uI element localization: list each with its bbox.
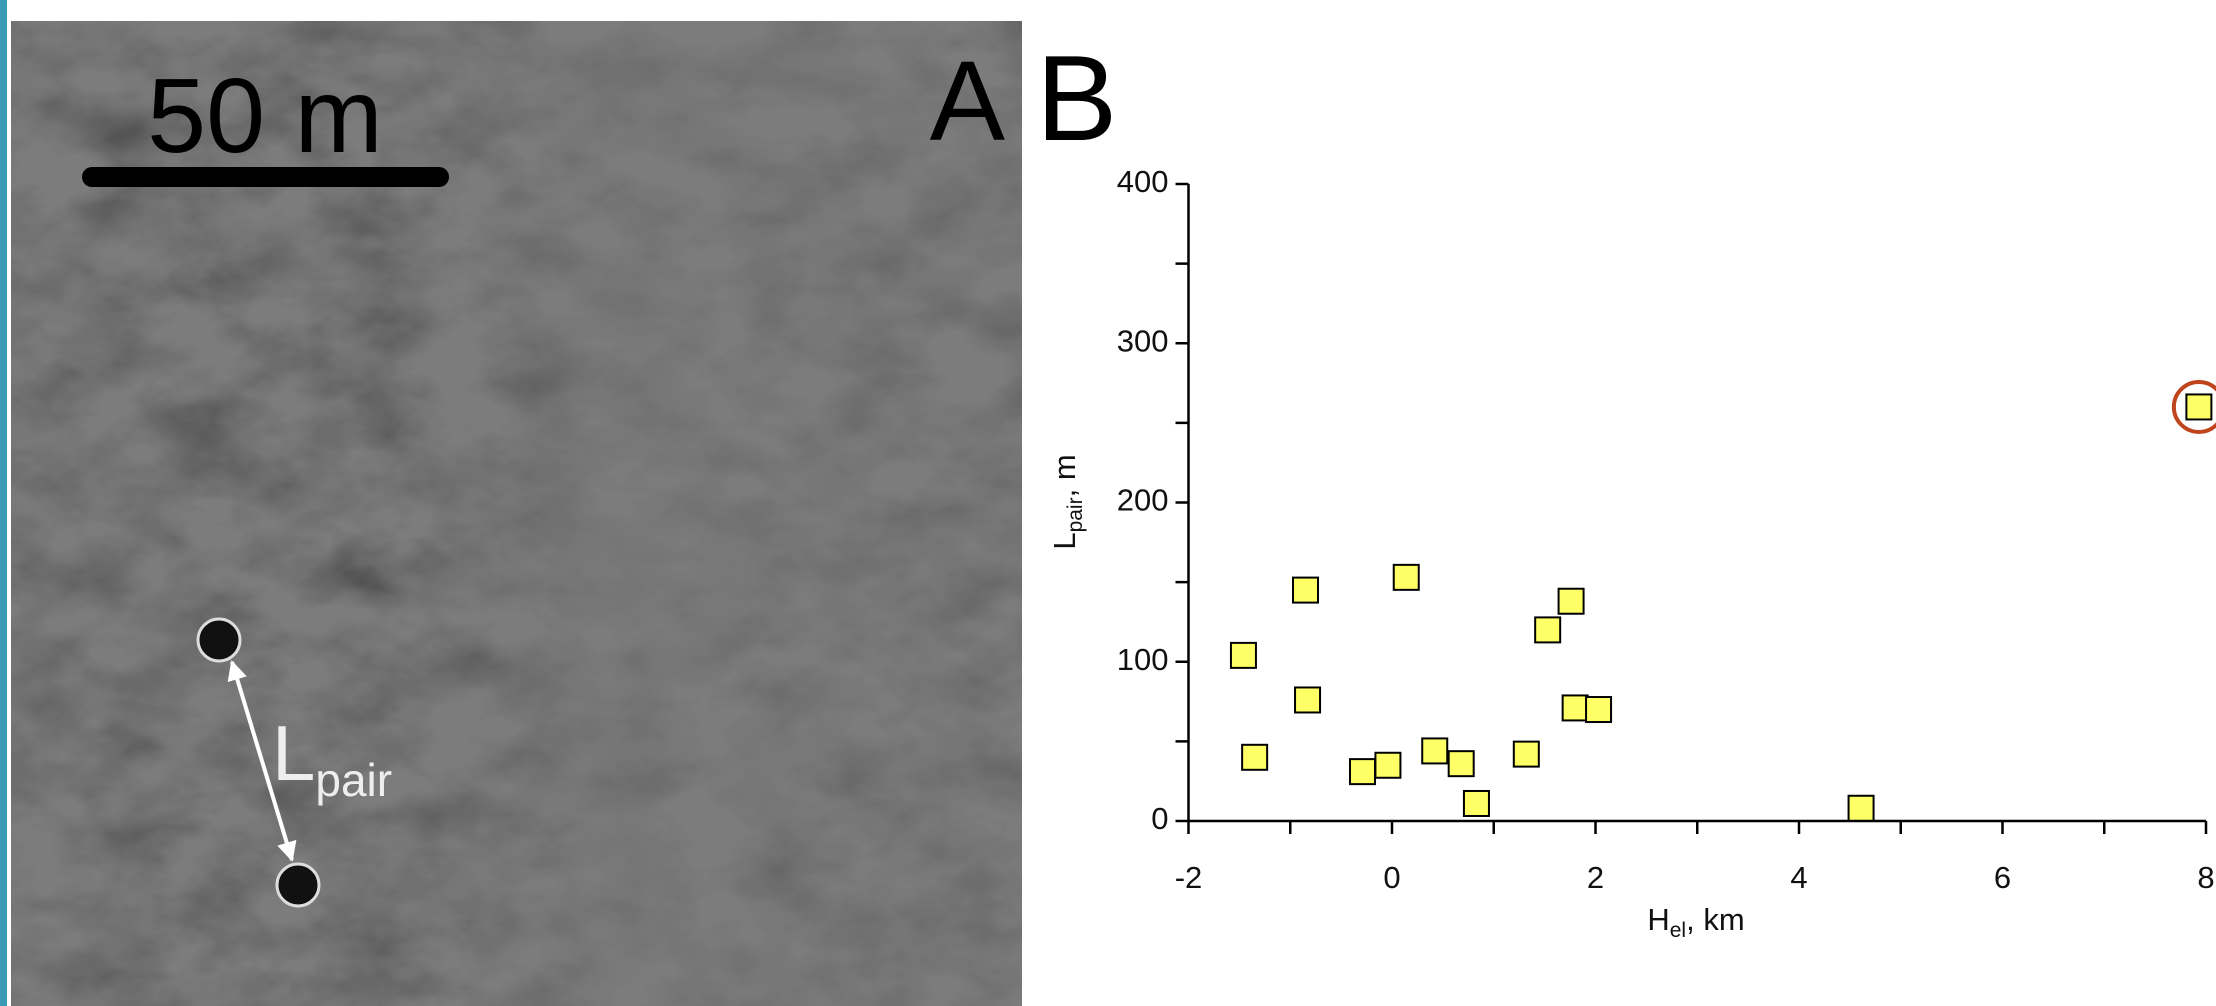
y-label-sub: pair — [1064, 497, 1087, 532]
x-label-rest: , km — [1686, 902, 1745, 937]
point — [1421, 737, 1449, 765]
scale-bar — [82, 167, 449, 187]
scale-label: 50 m — [147, 57, 383, 175]
point — [1229, 641, 1257, 669]
photo-panel: 50 m A Lpair — [11, 21, 1022, 1006]
x-tick-label: 4 — [1790, 860, 1807, 895]
point — [1534, 616, 1562, 644]
point — [1847, 794, 1875, 822]
y-label-rest: , m — [1047, 454, 1082, 497]
x-label-main: H — [1647, 902, 1669, 937]
point — [1392, 563, 1420, 591]
point — [1447, 750, 1475, 778]
y-axis-label: Lpair, m — [1047, 454, 1087, 549]
annotation: Lpair — [272, 709, 392, 806]
x-axis-label: Hel, km — [1647, 902, 1744, 942]
point — [1241, 743, 1269, 771]
pit-marker — [275, 862, 321, 908]
annotation-main: L — [272, 709, 315, 797]
x-tick-label: 2 — [1587, 860, 1604, 895]
point — [2185, 393, 2213, 421]
edge-bar — [0, 0, 7, 1006]
y-tick-label: 300 — [1117, 323, 1169, 358]
point — [1512, 740, 1540, 768]
point — [1292, 576, 1320, 604]
y-tick-label: 0 — [1151, 801, 1168, 836]
point — [1557, 587, 1585, 615]
point — [1374, 751, 1402, 779]
x-label-sub: el — [1670, 919, 1686, 942]
panel-label: B — [1036, 30, 1117, 166]
pit-marker — [196, 617, 242, 663]
x-tick-label: 0 — [1383, 860, 1400, 895]
y-tick-label: 400 — [1117, 164, 1169, 199]
point — [1561, 694, 1589, 722]
y-label-main: L — [1047, 532, 1082, 549]
point — [1348, 758, 1376, 786]
point — [1462, 789, 1490, 817]
x-tick-label: -2 — [1175, 860, 1203, 895]
x-tick-label: 6 — [1994, 860, 2011, 895]
point — [1294, 686, 1322, 714]
y-tick-label: 100 — [1117, 642, 1169, 677]
highlight-ring — [2171, 379, 2216, 434]
annotation-sub: pair — [315, 754, 392, 806]
distance-arrow — [227, 660, 297, 862]
y-tick-label: 200 — [1117, 483, 1169, 518]
x-tick-label: 8 — [2197, 860, 2214, 895]
panel-label: A — [930, 38, 1006, 164]
point — [1585, 696, 1613, 724]
